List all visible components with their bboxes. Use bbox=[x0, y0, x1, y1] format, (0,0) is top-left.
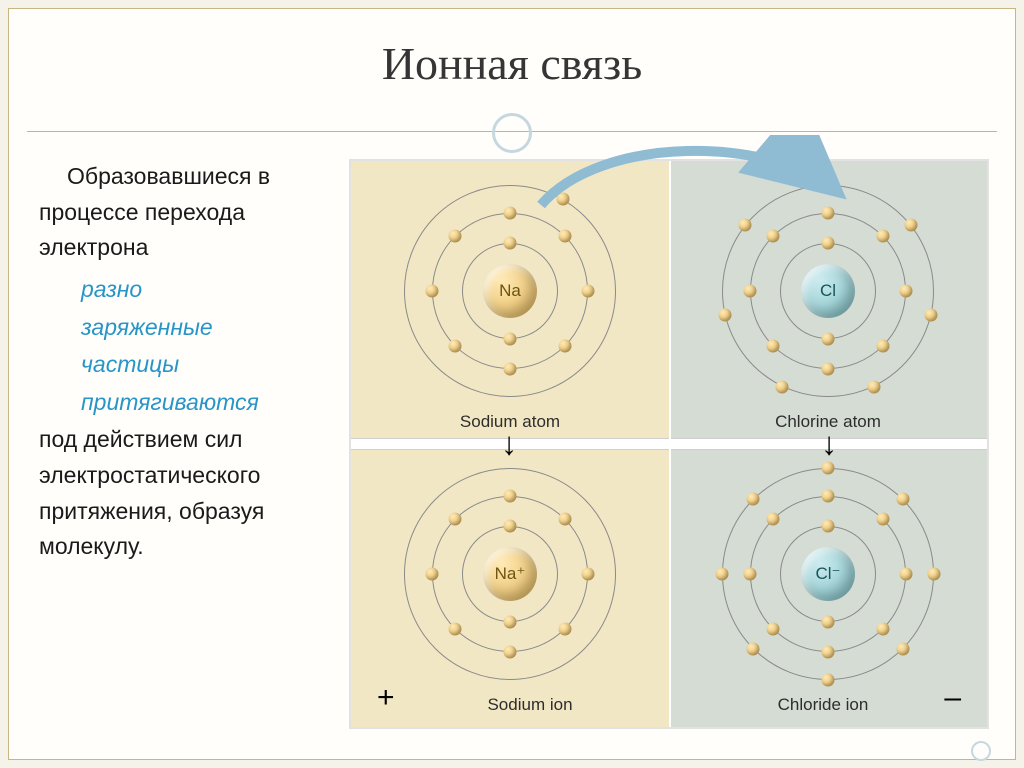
text-outro: под действием сил электростатического пр… bbox=[39, 422, 329, 565]
down-arrow-right: ↓ bbox=[821, 426, 837, 463]
col-divider bbox=[669, 161, 671, 727]
diagram-column: Na Sodium atom Cl Chlorine atom Na⁺ Sodi… bbox=[349, 159, 995, 739]
text-em3: частицы bbox=[81, 347, 329, 383]
content-area: Образовавшиеся в процессе перехода элект… bbox=[39, 159, 995, 739]
deco-circle bbox=[492, 113, 532, 153]
minus-sign: – bbox=[944, 681, 961, 715]
down-arrow-left: ↓ bbox=[501, 426, 517, 463]
cell-sodium-atom: Na Sodium atom bbox=[351, 161, 669, 444]
plus-sign: + bbox=[377, 681, 395, 715]
cell-chloride-ion: Cl⁻ Chloride ion bbox=[669, 444, 987, 727]
text-intro: Образовавшиеся в процессе перехода элект… bbox=[39, 159, 329, 266]
text-em2: заряженные bbox=[81, 310, 329, 346]
text-em1: разно bbox=[81, 272, 329, 308]
label-chloride-ion: Chloride ion bbox=[669, 695, 977, 715]
text-column: Образовавшиеся в процессе перехода элект… bbox=[39, 159, 349, 739]
deco-circle-small bbox=[971, 741, 991, 761]
label-sodium-ion: Sodium ion bbox=[391, 695, 669, 715]
slide-frame: Ионная связь Образовавшиеся в процессе п… bbox=[8, 8, 1016, 760]
cell-chlorine-atom: Cl Chlorine atom bbox=[669, 161, 987, 444]
cell-sodium-ion: Na⁺ Sodium ion bbox=[351, 444, 669, 727]
atom-grid: Na Sodium atom Cl Chlorine atom Na⁺ Sodi… bbox=[349, 159, 989, 729]
slide-title: Ионная связь bbox=[9, 9, 1015, 100]
text-em4: притягиваются bbox=[81, 385, 329, 421]
